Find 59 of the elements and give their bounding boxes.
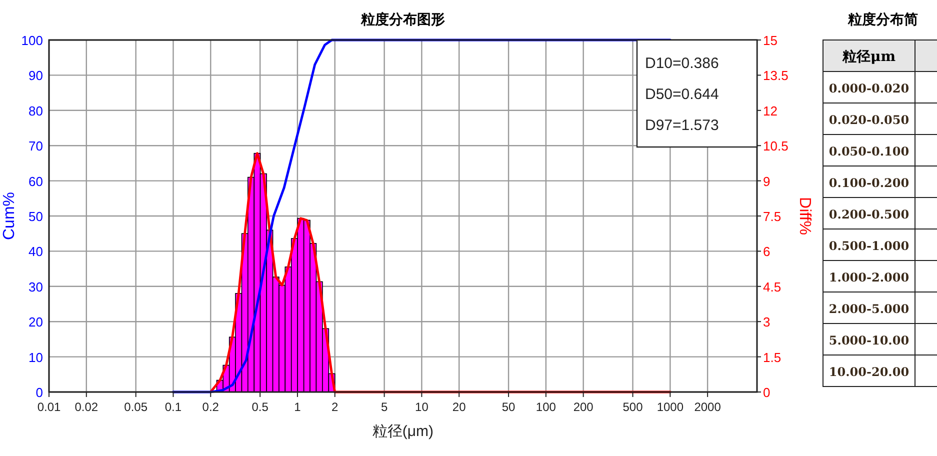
- x-tick-label: 200: [573, 400, 594, 414]
- chart-title: 粒度分布图形: [360, 11, 445, 27]
- x-tick-label: 2000: [694, 400, 722, 414]
- annotation: D50=0.644: [645, 86, 719, 103]
- y2-tick-label: 12: [763, 103, 778, 118]
- x-tick-label: 500: [622, 400, 644, 414]
- y-tick-label: 60: [28, 174, 43, 189]
- x-tick-label: 10: [415, 400, 429, 414]
- text: 0.100-0.200: [828, 176, 910, 190]
- y-tick-label: 50: [28, 209, 43, 224]
- y-tick-label: 10: [28, 350, 43, 365]
- y2-tick-label: 0: [763, 385, 770, 400]
- x-tick-label: 0.5: [252, 400, 269, 414]
- annotation: D97=1.573: [645, 117, 719, 134]
- y2-tick-label: 10.5: [763, 138, 788, 154]
- x-tick-label: 0.2: [202, 400, 220, 414]
- annotation: D10=0.386: [645, 55, 719, 72]
- x-axis-title: 粒径(μm): [372, 423, 434, 440]
- x-tick-label: 1: [294, 400, 302, 414]
- y2-tick-label: 1.5: [763, 350, 782, 365]
- x-tick-label: 0.1: [164, 400, 182, 414]
- text: 1.000-2.000: [828, 270, 910, 284]
- x-tick-label: 2: [332, 400, 339, 414]
- y2-tick-label: 3: [763, 314, 770, 330]
- stats-box: D10=0.386 D50=0.644 D97=1.573: [636, 39, 758, 148]
- text: 5.000-10.00: [828, 333, 910, 348]
- text: 10.00-20.00: [828, 364, 910, 379]
- x-tick-label: 1000: [656, 400, 684, 414]
- y2-axis-title: Diff%: [796, 197, 813, 235]
- y-tick-label: 100: [21, 33, 43, 48]
- text: 0.000-0.020: [828, 81, 910, 96]
- y2-tick-label: 4.5: [763, 279, 782, 294]
- y-tick-label: 0: [36, 385, 43, 400]
- y-tick-label: 70: [28, 138, 43, 154]
- y-tick-label: 80: [28, 103, 43, 118]
- y2-tick-label: 9: [763, 174, 770, 189]
- x-tick-label: 20: [452, 400, 466, 414]
- text: 0.050-0.100: [828, 144, 910, 158]
- x-tick-label: 0.01: [37, 400, 61, 414]
- x-tick-label: 50: [502, 400, 516, 414]
- x-tick-label: 0.05: [124, 400, 148, 414]
- y-tick-label: 40: [28, 244, 43, 260]
- y2-tick-label: 13.5: [763, 68, 788, 84]
- y-tick-label: 90: [28, 68, 43, 84]
- y2-tick-label: 7.5: [763, 209, 782, 224]
- text: 2.000-5.000: [828, 302, 910, 316]
- text: 0.500-1.000: [828, 238, 910, 253]
- text: 0.020-0.050: [828, 112, 910, 127]
- x-tick-label: 0.02: [74, 400, 98, 414]
- y2-tick-label: 15: [763, 33, 778, 48]
- x-tick-label: 5: [380, 400, 388, 414]
- text: 粒度分布简: [847, 11, 918, 27]
- y2-tick-label: 6: [763, 244, 770, 260]
- y-axis-title: Cum%: [1, 192, 18, 240]
- text: 0.200-0.500: [828, 207, 910, 222]
- x-tick-label: 100: [536, 400, 556, 414]
- text: 粒径μm: [841, 48, 896, 65]
- y-tick-label: 20: [28, 314, 43, 330]
- y-tick-label: 30: [28, 279, 43, 294]
